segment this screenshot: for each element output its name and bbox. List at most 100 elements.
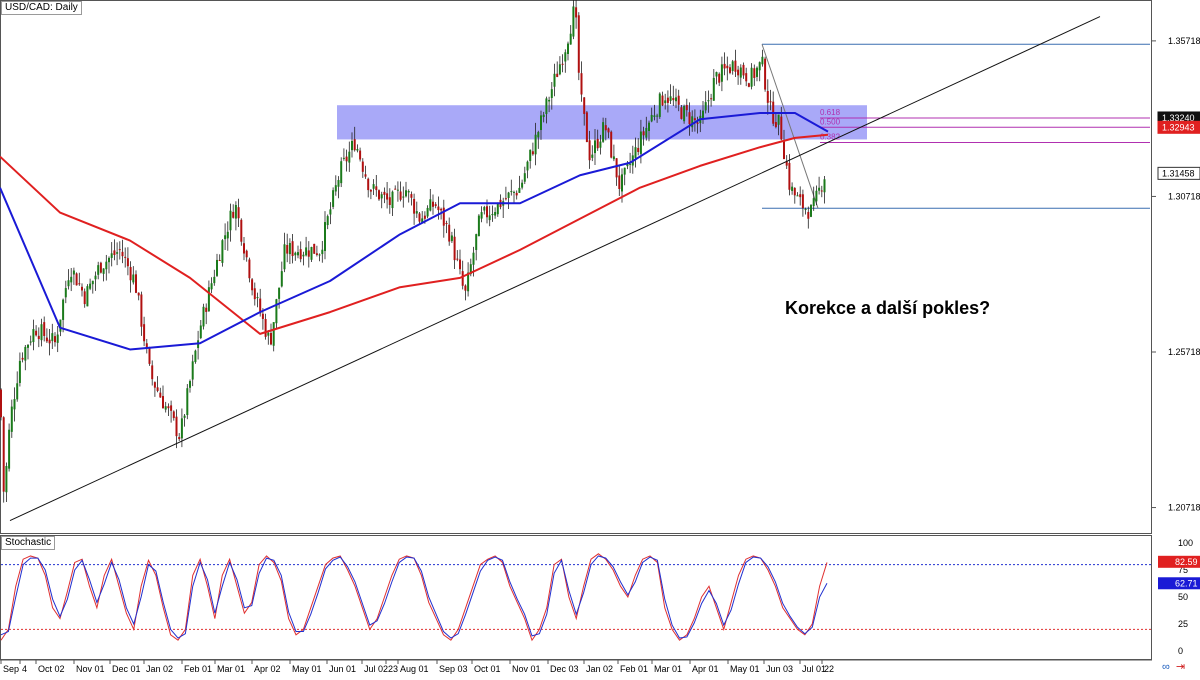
candle-body — [440, 208, 443, 211]
time-tick-label: Jan 02 — [146, 664, 173, 674]
candle-body — [448, 224, 451, 242]
candle-body — [642, 131, 645, 136]
candle-body — [59, 319, 62, 332]
candle-body — [507, 192, 510, 198]
candle-body — [710, 98, 713, 100]
candle-body — [526, 161, 529, 171]
stochastic-tick-label: 50 — [1178, 592, 1188, 602]
candle-body — [572, 6, 575, 37]
candle-body — [251, 279, 254, 291]
candle-body — [118, 249, 121, 251]
stochastic-value-box — [1158, 555, 1200, 568]
candle-body — [324, 222, 326, 251]
candle-body — [774, 122, 777, 128]
link-icon[interactable]: ∞ — [1162, 661, 1170, 673]
candle-body — [477, 215, 480, 237]
candle-body — [537, 132, 540, 138]
chart-title: USD/CAD: Daily — [1, 1, 82, 15]
candle-body — [170, 405, 173, 411]
candle-body — [469, 264, 472, 275]
candle-body — [472, 252, 475, 265]
candle-body — [553, 73, 556, 87]
candle-body — [561, 63, 564, 65]
candle-body — [405, 190, 407, 197]
candle-body — [307, 250, 310, 257]
candle-body — [615, 158, 618, 178]
candle-body — [332, 190, 335, 207]
candle-body — [326, 216, 329, 226]
time-tick-label: Jun 03 — [766, 664, 793, 674]
corner-icons: ∞ ⇥ — [1162, 660, 1185, 673]
price-label: 1.32943 — [1162, 122, 1195, 132]
candle-body — [102, 268, 105, 274]
candle-body — [823, 179, 826, 193]
candle-body — [234, 204, 237, 219]
candle-body — [491, 213, 494, 216]
candle-body — [164, 406, 167, 410]
candle-body — [585, 112, 588, 142]
candle-body — [313, 243, 316, 254]
candle-body — [607, 128, 610, 133]
candle-body — [334, 185, 337, 192]
candle-body — [415, 211, 418, 214]
candle-body — [145, 343, 148, 349]
candle-body — [423, 215, 426, 219]
candle-body — [48, 339, 51, 344]
candle-body — [513, 191, 515, 193]
arrow-icon[interactable]: ⇥ — [1175, 661, 1186, 673]
candle-body — [707, 100, 710, 102]
candle-body — [91, 280, 94, 285]
time-tick-label: Oct 01 — [474, 664, 501, 674]
price-label-box — [1157, 120, 1200, 134]
candle-body — [126, 258, 129, 267]
candle-body — [81, 286, 83, 291]
candle-body — [731, 61, 734, 71]
candle-body — [486, 206, 488, 218]
candle-body — [820, 190, 823, 192]
annotation-text: Korekce a další pokles? — [785, 298, 991, 318]
candle-body — [645, 127, 648, 138]
candle-body — [650, 114, 653, 122]
candle-body — [688, 112, 691, 125]
candle-body — [37, 335, 40, 340]
candle-body — [140, 294, 143, 327]
candle-body — [302, 254, 305, 257]
candle-body — [83, 291, 86, 305]
candle-body — [610, 131, 613, 158]
candle-body — [283, 244, 286, 270]
candle-body — [191, 361, 194, 380]
candle-body — [588, 140, 591, 161]
candle-body — [172, 411, 175, 419]
trendline — [9, 16, 1101, 522]
time-tick-label: Sep — [3, 664, 19, 674]
candle-body — [653, 115, 656, 117]
candle-body — [386, 193, 389, 200]
candle-body — [264, 319, 267, 337]
candle-body — [639, 131, 642, 154]
candle-body — [504, 198, 507, 200]
candle-body — [604, 125, 607, 131]
fib-level-label: 0.500 — [820, 117, 841, 126]
candle-body — [27, 344, 29, 348]
candle-body — [375, 186, 378, 191]
candle-body — [286, 245, 289, 254]
candle-body — [801, 194, 804, 209]
candle-body — [167, 406, 170, 409]
candle-body — [810, 205, 812, 217]
stochastic-title: Stochastic — [1, 536, 56, 550]
time-tick-label: 22 — [824, 664, 834, 674]
candle-body — [766, 90, 769, 103]
candle-body — [510, 191, 513, 193]
time-tick-label: Jan 02 — [586, 664, 613, 674]
candle-body — [442, 207, 445, 226]
candle-body — [29, 341, 32, 343]
candle-body — [229, 210, 232, 231]
candle-body — [342, 157, 345, 159]
candle-body — [475, 234, 478, 251]
candle-body — [729, 67, 731, 73]
candle-body — [394, 188, 397, 190]
candle-body — [348, 151, 351, 163]
candle-body — [696, 122, 699, 124]
candle-body — [661, 95, 664, 106]
price-label: 1.33240 — [1162, 113, 1195, 123]
